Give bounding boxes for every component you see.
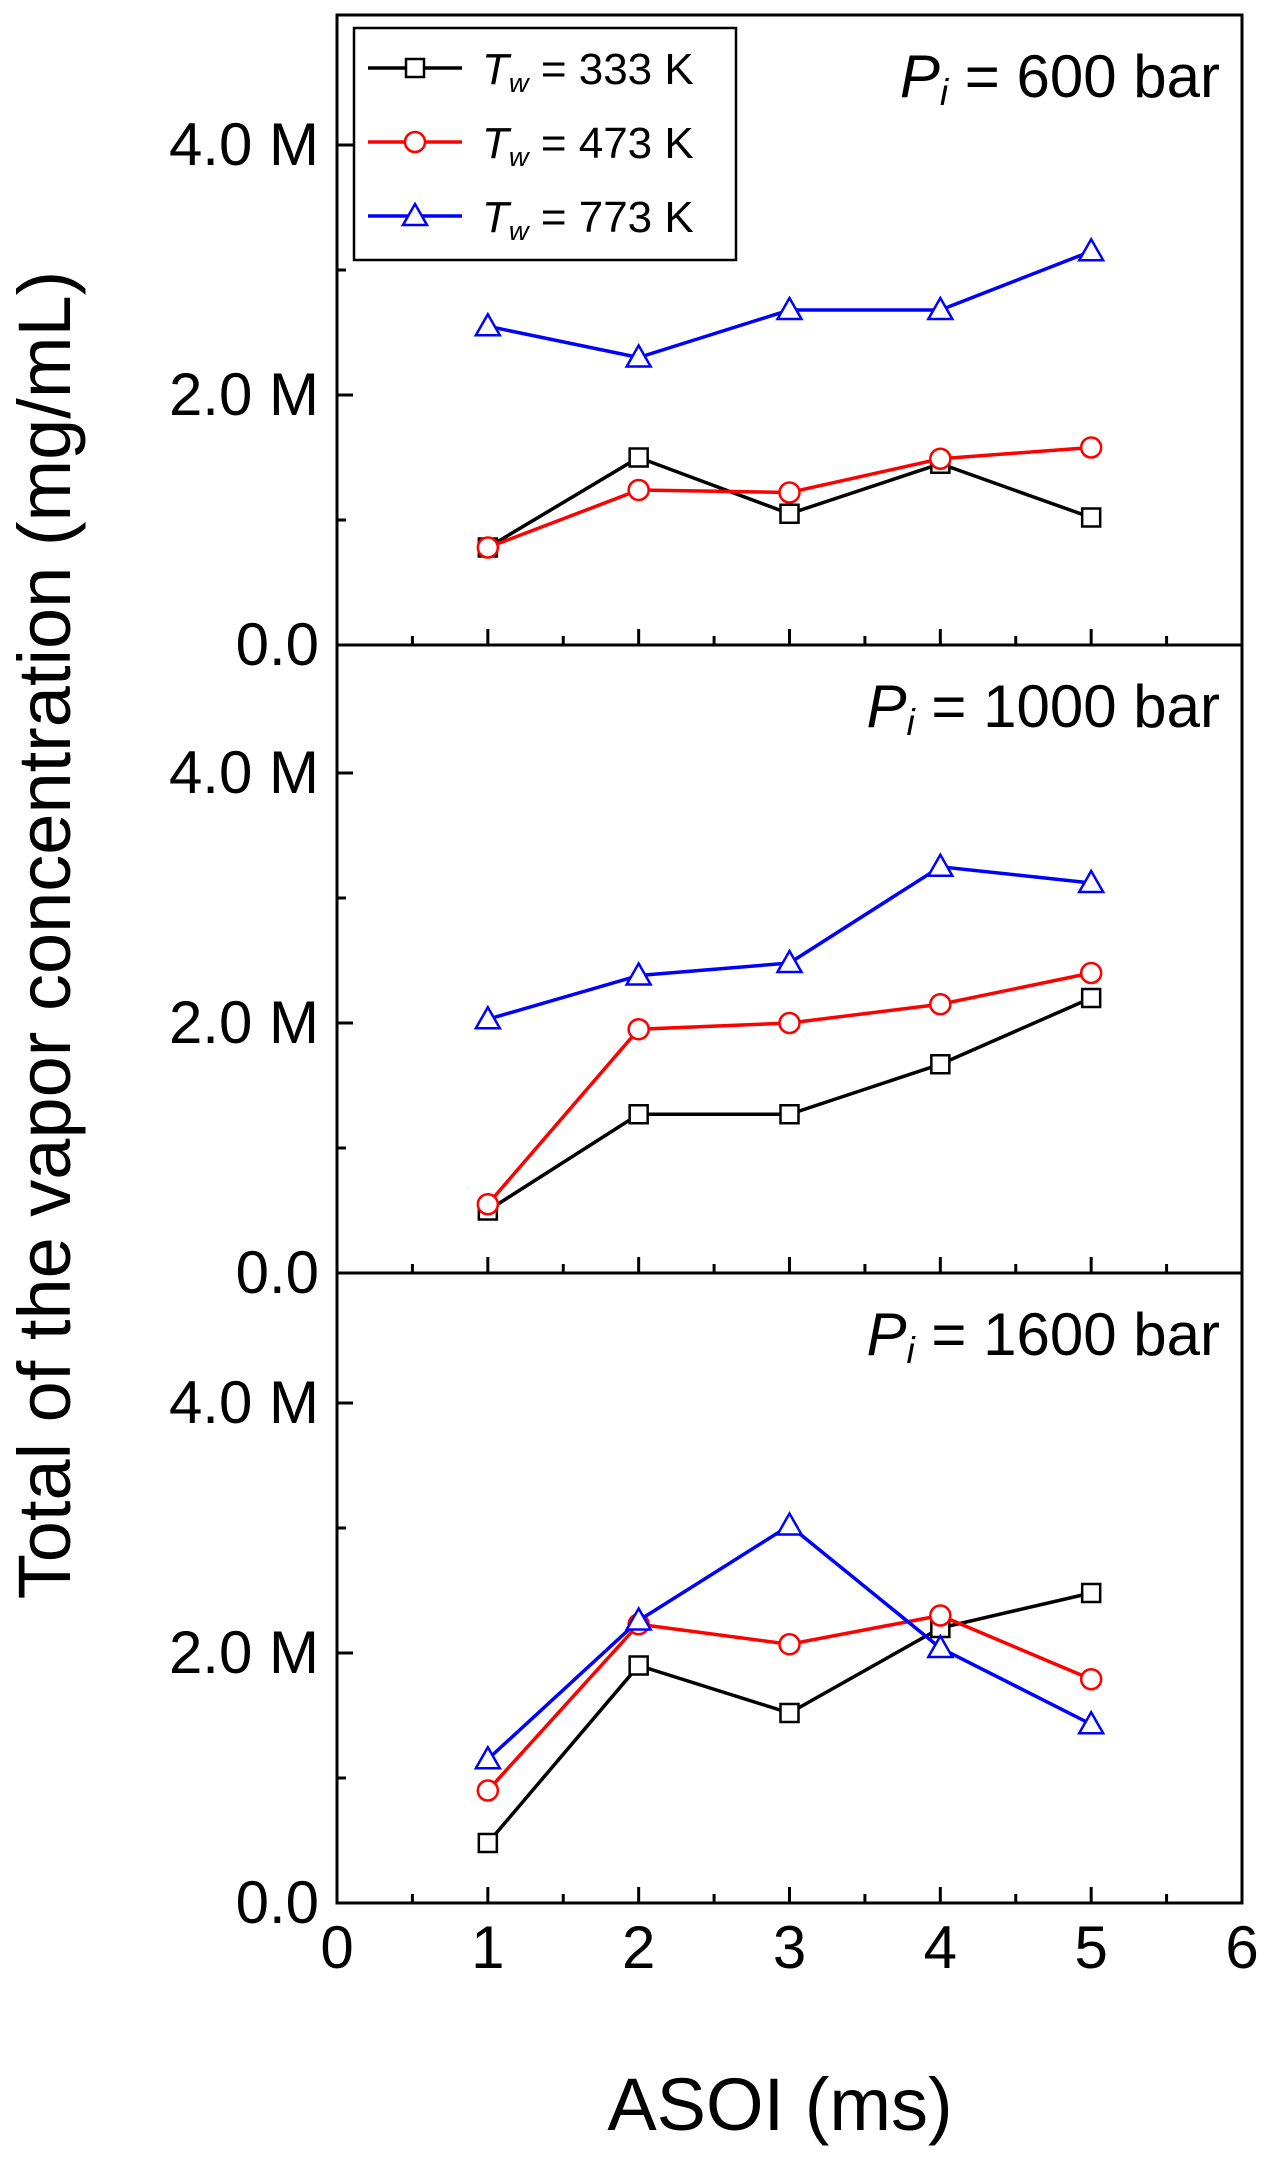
x-tick-label: 5 [1074, 1914, 1107, 1981]
data-point [1080, 987, 1102, 1009]
data-point [926, 295, 955, 321]
legend-label: Tw = 333 K [482, 45, 694, 98]
data-point [778, 1011, 801, 1035]
y-tick-label: 2.0 M [169, 1619, 319, 1686]
legend: Tw = 333 K Tw = 473 K Tw = 773 K [352, 26, 738, 262]
data-point [628, 1104, 649, 1125]
y-tick-label: 0.0 [236, 1869, 319, 1936]
data-point [627, 1018, 650, 1041]
panel-3: 0.0 2.0 M 4.0 M Pi = 1600 bar [169, 1271, 1244, 1936]
legend-marker [403, 130, 427, 154]
y-axis-title: Total of the vapor concentration (mg/mL) [3, 271, 86, 1600]
data-point [628, 1655, 649, 1676]
x-tick-label: 4 [924, 1914, 957, 1981]
panel-1: 0.0 2.0 M 4.0 M Pi = 600 bar [169, 13, 1244, 678]
x-tick-label: 1 [471, 1914, 504, 1981]
data-point [1077, 236, 1106, 262]
data-point [624, 1605, 653, 1631]
data-point [476, 1193, 500, 1216]
data-point [775, 295, 804, 321]
data-point [779, 1104, 800, 1125]
y-tick-label: 2.0 M [169, 989, 319, 1056]
legend-marker [404, 57, 426, 79]
y-tick-label: 4.0 M [169, 111, 319, 178]
data-point [926, 852, 955, 877]
x-tick-label: 3 [773, 1914, 806, 1981]
data-point [476, 1779, 500, 1802]
data-point [1079, 1668, 1103, 1691]
data-point [775, 1510, 804, 1536]
data-point [775, 948, 804, 974]
x-axis-title: ASOI (ms) [607, 2063, 952, 2146]
data-point [476, 536, 500, 559]
data-point [1080, 1582, 1102, 1604]
data-point [779, 503, 800, 524]
data-point [929, 993, 952, 1016]
panels-layer: 0.0 2.0 M 4.0 M Pi = 600 bar 0.0 2.0 M 4.0 M Pi… [169, 13, 1259, 1981]
data-point [477, 1832, 499, 1854]
data-point [624, 342, 653, 368]
panel-2: 0.0 2.0 M 4.0 M Pi = 1000 bar [169, 643, 1244, 1306]
legend-label: Tw = 473 K [482, 119, 694, 172]
y-tick-label: 0.0 [236, 611, 319, 678]
data-point [929, 447, 952, 470]
panel-label: Pi = 1600 bar [866, 1301, 1220, 1371]
data-point [473, 1004, 502, 1030]
data-point [624, 960, 653, 986]
data-point [930, 1054, 951, 1075]
data-point [1077, 868, 1106, 894]
data-point [779, 1702, 800, 1724]
y-tick-label: 0.0 [236, 1239, 319, 1306]
data-point [627, 478, 650, 502]
y-tick-label: 2.0 M [169, 361, 319, 428]
series-line-2 [486, 971, 1092, 1206]
data-point [926, 1633, 955, 1659]
x-tick-label: 2 [622, 1914, 655, 1981]
data-point [1079, 961, 1103, 985]
data-point [778, 1633, 801, 1656]
data-point [473, 1744, 502, 1770]
series-line-3 [487, 864, 1092, 1021]
data-point [929, 1604, 952, 1627]
legend-label: Tw = 773 K [482, 193, 694, 246]
y-tick-label: 4.0 M [169, 739, 319, 806]
data-point [778, 481, 801, 504]
legend-marker [400, 201, 430, 227]
x-tick-label: 6 [1225, 1914, 1258, 1981]
panel-label: Pi = 1000 bar [866, 673, 1220, 743]
y-tick-label: 4.0 M [169, 1369, 319, 1436]
panel-label: Pi = 600 bar [900, 43, 1220, 113]
data-point [473, 311, 502, 337]
data-point [628, 447, 649, 468]
x-tick-label: 0 [320, 1914, 353, 1981]
data-point [1080, 507, 1102, 528]
data-point [1079, 436, 1103, 459]
data-point [1077, 1709, 1106, 1735]
